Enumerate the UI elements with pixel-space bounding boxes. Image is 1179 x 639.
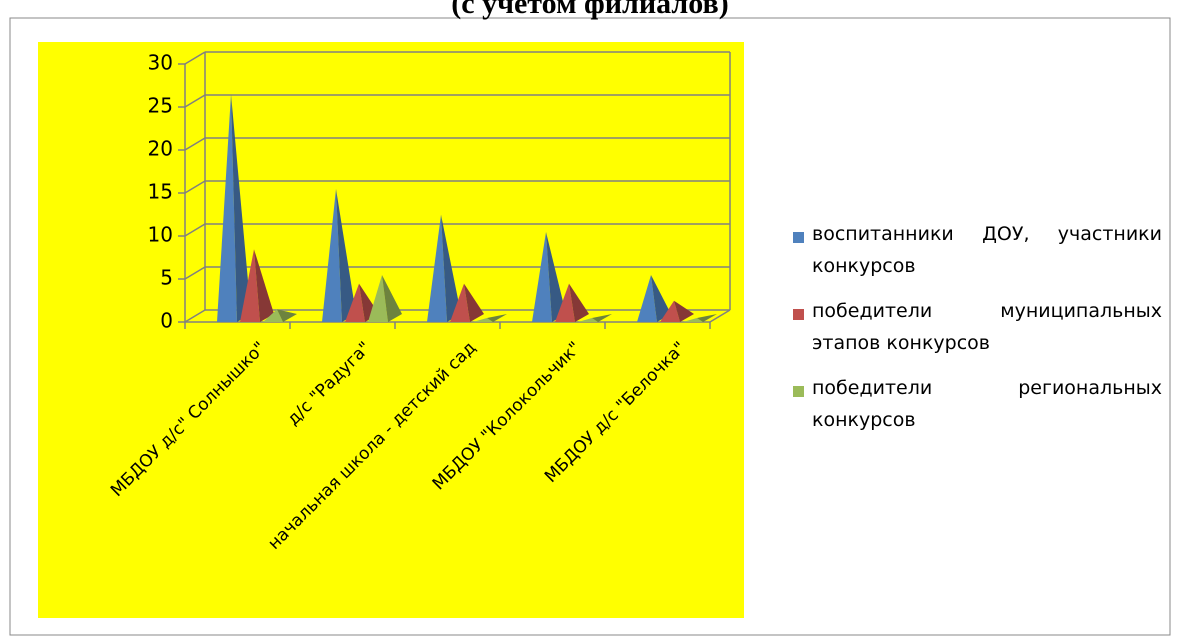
pyramid — [578, 314, 612, 322]
pyramid-face — [555, 283, 575, 322]
plot-area — [38, 42, 744, 618]
pyramid-face — [450, 283, 470, 322]
legend-swatch — [793, 309, 804, 320]
pyramid — [368, 275, 402, 322]
grid-line-side — [184, 309, 206, 323]
pyramid — [532, 232, 566, 322]
grid-line-side — [184, 94, 206, 108]
pyramid-face — [345, 283, 365, 322]
pyramid-face — [263, 309, 283, 322]
y-tick-label: 20 — [148, 137, 173, 161]
pyramid-side — [464, 283, 484, 322]
legend-swatch — [793, 232, 804, 243]
grid-line-side — [184, 51, 206, 65]
pyramid — [240, 249, 274, 322]
legend-label: победители муниципальных этапов конкурсо… — [812, 300, 1162, 354]
y-tick-label: 0 — [160, 309, 173, 333]
pyramid — [263, 309, 297, 322]
pyramid — [473, 314, 507, 322]
y-tick-label: 15 — [148, 180, 173, 204]
grid-line-side — [184, 180, 206, 194]
chart-title: (с учетом филиалов) — [451, 0, 728, 20]
pyramid-side — [382, 275, 402, 322]
pyramid-side — [277, 309, 297, 322]
pyramid-face — [683, 318, 703, 322]
floor-edge — [709, 309, 731, 323]
pyramid-side — [254, 249, 274, 322]
y-tick-label: 25 — [148, 94, 173, 118]
grid-line-side — [184, 266, 206, 280]
pyramid-face — [473, 318, 493, 322]
pyramid — [322, 189, 356, 322]
pyramid — [637, 275, 671, 322]
pyramid-side — [487, 314, 507, 322]
pyramid — [427, 214, 461, 322]
legend-swatch — [793, 386, 804, 397]
pyramid — [555, 283, 589, 322]
legend-label: воспитанники ДОУ, участники конкурсов — [812, 223, 1162, 277]
pyramid-side — [569, 283, 589, 322]
pyramid — [217, 94, 251, 323]
pyramid-side — [592, 314, 612, 322]
pyramid-face — [217, 94, 237, 323]
pyramid-side — [546, 232, 566, 322]
pyramid-side — [336, 189, 356, 322]
grid-line-side — [184, 137, 206, 151]
legend-label: победители региональных конкурсов — [812, 377, 1162, 431]
pyramid-face — [368, 275, 388, 322]
pyramid-face — [660, 300, 680, 322]
pyramid-face — [427, 214, 447, 322]
pyramid-face — [532, 232, 552, 322]
pyramid-face — [240, 249, 260, 322]
pyramid-face — [578, 318, 598, 322]
pyramid-face — [637, 275, 657, 322]
pyramid-side — [674, 300, 694, 322]
pyramid-side — [441, 214, 461, 322]
pyramid-face — [322, 189, 342, 322]
grid-line-side — [184, 223, 206, 237]
pyramid — [683, 314, 717, 322]
y-tick-label: 30 — [148, 51, 173, 75]
pyramid-side — [231, 94, 251, 323]
y-tick-label: 5 — [160, 266, 173, 290]
pyramid-side — [651, 275, 671, 322]
pyramid — [450, 283, 484, 322]
pyramid — [660, 300, 694, 322]
y-tick-label: 10 — [148, 223, 173, 247]
pyramid-side — [697, 314, 717, 322]
